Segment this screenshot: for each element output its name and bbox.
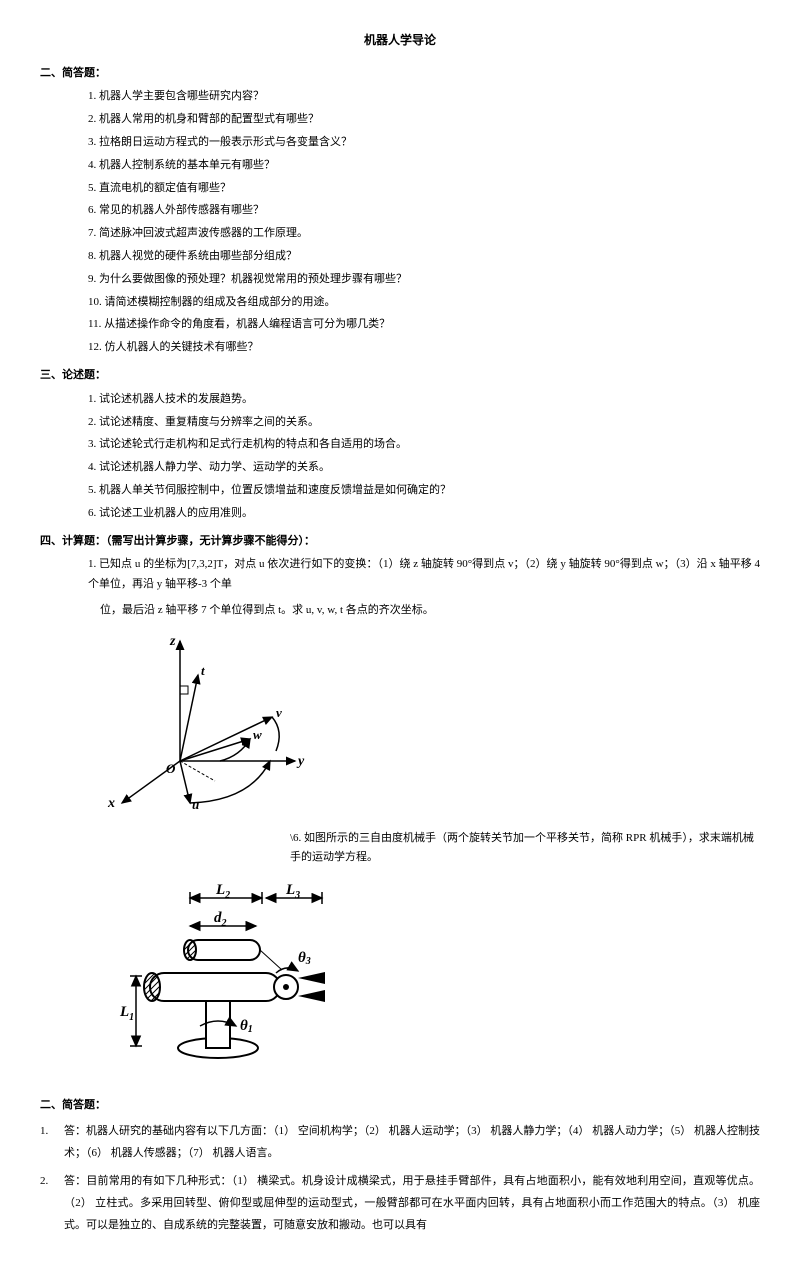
answer-content: 答：目前常用的有如下几种形式：（1） 横梁式。机身设计成横梁式，用于悬挂手臂部件… xyxy=(64,1170,760,1236)
point-v-label: v xyxy=(276,705,282,720)
svg-text:L1: L1 xyxy=(119,1004,134,1023)
q-item: 4. 试论述机器人静力学、动力学、运动学的关系。 xyxy=(88,458,760,478)
q-item: 9. 为什么要做图像的预处理？机器视觉常用的预处理步骤有哪些？ xyxy=(88,270,760,290)
th1-label: θ xyxy=(240,1018,248,1034)
calc-q1: 1. 已知点 u 的坐标为[7,3,2]T，对点 u 依次进行如下的变换：（1）… xyxy=(40,555,760,595)
calc-q1-cont: 位，最后沿 z 轴平移 7 个单位得到点 t。求 u, v, w, t 各点的齐… xyxy=(40,601,760,621)
q-item: 6. 常见的机器人外部传感器有哪些？ xyxy=(88,201,760,221)
calc-q6: \6. 如图所示的三自由度机械手（两个旋转关节加一个平移关节，简称 RPR 机械… xyxy=(40,829,760,869)
q-item: 2. 试论述精度、重复精度与分辨率之间的关系。 xyxy=(88,413,760,433)
q-item: 2. 机器人常用的机身和臂部的配置型式有哪些？ xyxy=(88,110,760,130)
q-item: 11. 从描述操作命令的角度看，机器人编程语言可分为哪几类？ xyxy=(88,315,760,335)
th3-sub: 3 xyxy=(305,956,311,967)
axis-x-label: x xyxy=(107,796,115,811)
section3-header: 三、论述题： xyxy=(40,366,760,386)
q-item: 5. 机器人单关节伺服控制中，位置反馈增益和速度反馈增益是如何确定的？ xyxy=(88,481,760,501)
point-w-label: w xyxy=(253,727,262,742)
answer-1: 1. 答：机器人研究的基础内容有以下几方面：（1） 空间机构学；（2） 机器人运… xyxy=(40,1120,760,1164)
q-item: 1. 机器人学主要包含哪些研究内容？ xyxy=(88,87,760,107)
point-t-label: t xyxy=(201,663,205,678)
answer-num: 1. xyxy=(40,1120,64,1164)
svg-text:θ1: θ1 xyxy=(240,1018,253,1035)
q-item: 8. 机器人视觉的硬件系统由哪些部分组成？ xyxy=(88,247,760,267)
l1-sub: 1 xyxy=(129,1012,134,1023)
q-item: 1. 试论述机器人技术的发展趋势。 xyxy=(88,390,760,410)
q-item: 12. 仿人机器人的关键技术有哪些？ xyxy=(88,338,760,358)
d2-sub: 2 xyxy=(221,918,227,929)
axis-y-label: y xyxy=(296,754,305,769)
answers-header: 二、简答题： xyxy=(40,1096,760,1116)
q-item: 3. 拉格朗日运动方程式的一般表示形式与各变量含义？ xyxy=(88,133,760,153)
l3-label: L xyxy=(285,882,295,898)
answer-content: 答：机器人研究的基础内容有以下几方面：（1） 空间机构学；（2） 机器人运动学；… xyxy=(64,1120,760,1164)
l3-sub: 3 xyxy=(294,890,300,901)
section4-header: 四、计算题：（需写出计算步骤，无计算步骤不能得分）： xyxy=(40,532,760,552)
q-item: 5. 直流电机的额定值有哪些？ xyxy=(88,179,760,199)
section3-list: 1. 试论述机器人技术的发展趋势。 2. 试论述精度、重复精度与分辨率之间的关系… xyxy=(40,390,760,524)
l2-label: L xyxy=(215,882,225,898)
answer-num: 2. xyxy=(40,1170,64,1236)
section2-header: 二、简答题： xyxy=(40,64,760,84)
l1-label: L xyxy=(119,1004,129,1020)
th3-label: θ xyxy=(298,950,306,966)
answer-2: 2. 答：目前常用的有如下几种形式：（1） 横梁式。机身设计成横梁式，用于悬挂手… xyxy=(40,1170,760,1236)
svg-text:θ3: θ3 xyxy=(298,950,311,967)
figure-2: L1 L2 L3 d2 θ1 θ3 xyxy=(100,878,760,1076)
axis-z-label: z xyxy=(169,634,176,649)
q-item: 4. 机器人控制系统的基本单元有哪些？ xyxy=(88,156,760,176)
q-item: 7. 简述脉冲回波式超声波传感器的工作原理。 xyxy=(88,224,760,244)
point-u-label: u xyxy=(192,797,199,811)
figure-1: z y x O u w v t xyxy=(100,631,760,819)
th1-sub: 1 xyxy=(248,1024,253,1035)
origin-label: O xyxy=(166,761,176,776)
answers-block: 二、简答题： 1. 答：机器人研究的基础内容有以下几方面：（1） 空间机构学；（… xyxy=(40,1096,760,1236)
q-item: 3. 试论述轮式行走机构和足式行走机构的特点和各自适用的场合。 xyxy=(88,435,760,455)
l2-sub: 2 xyxy=(224,890,230,901)
q-item: 10. 请简述模糊控制器的组成及各组成部分的用途。 xyxy=(88,293,760,313)
section2-list: 1. 机器人学主要包含哪些研究内容？ 2. 机器人常用的机身和臂部的配置型式有哪… xyxy=(40,87,760,358)
page-title: 机器人学导论 xyxy=(40,30,760,52)
q-item: 6. 试论述工业机器人的应用准则。 xyxy=(88,504,760,524)
